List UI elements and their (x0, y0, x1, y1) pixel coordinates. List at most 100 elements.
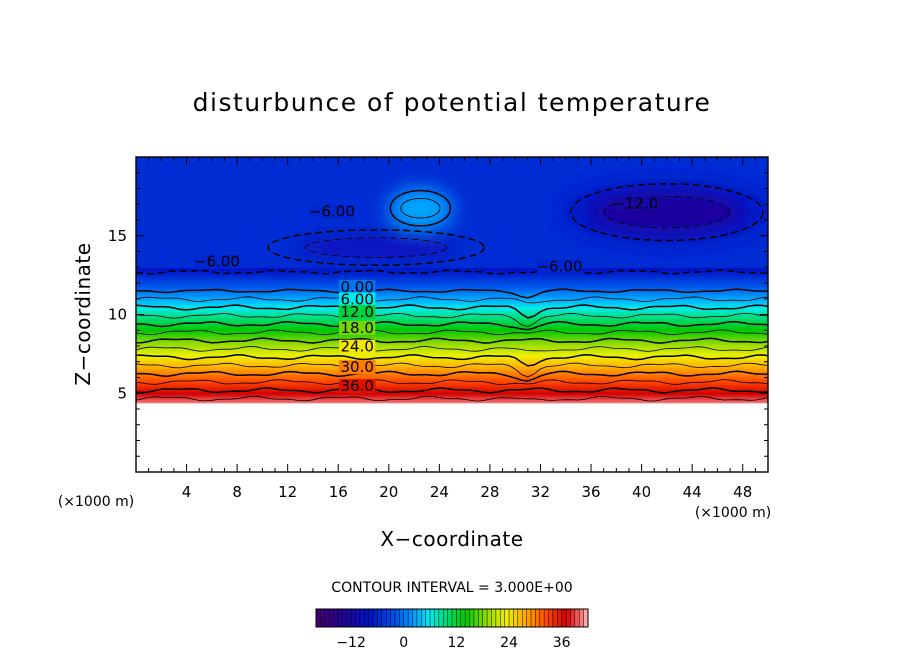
colorbar-swatch (557, 609, 563, 627)
x-tick-label: 16 (329, 483, 348, 501)
colorbar-swatch (408, 609, 413, 627)
x-tick-label: 4 (182, 483, 192, 501)
x-tick-label: 8 (232, 483, 242, 501)
contour-label-bg (339, 339, 376, 354)
x-tick-label: 32 (531, 483, 550, 501)
contour-interval-note: CONTOUR INTERVAL = 3.000E+00 (331, 580, 572, 596)
colorbar: −12 0 12 24 36 (315, 608, 589, 651)
colorbar-swatch (447, 609, 453, 627)
colorbar-swatch (403, 609, 409, 627)
colorbar-swatch (478, 609, 484, 627)
colorbar-swatch (346, 609, 352, 627)
colorbar-swatch (544, 609, 549, 627)
colorbar-swatch (452, 609, 457, 627)
colorbar-swatch (509, 609, 514, 627)
contour-label: 6.00 (340, 290, 373, 308)
colorbar-swatch (421, 609, 427, 627)
contour-line (136, 329, 768, 336)
colorbar-swatch (373, 609, 378, 627)
colorbar-swatch (469, 609, 475, 627)
colorbar-swatch (456, 609, 462, 627)
contour-line (136, 379, 768, 385)
colorbar-swatch (473, 609, 479, 627)
colorbar-swatch (430, 609, 435, 627)
colorbar-swatch (552, 609, 558, 627)
color-field (136, 157, 768, 404)
colorbar-swatch (495, 609, 501, 627)
colorbar-swatch (333, 609, 339, 627)
colorbar-swatch (351, 609, 356, 627)
contour-line (136, 296, 768, 304)
colorbar-swatch (342, 609, 348, 627)
colorbar-swatch (491, 609, 497, 627)
contour-label-bg (339, 305, 376, 320)
contour-line (136, 353, 768, 367)
colorbar-swatch (381, 609, 387, 627)
anomaly-fill (256, 179, 768, 269)
colorbar-swatch (566, 609, 571, 627)
contour-label: 36.0 (340, 377, 373, 395)
x-tick-label: 48 (733, 483, 752, 501)
contour-line (305, 237, 448, 258)
contour-label: −6.00 (536, 257, 582, 275)
y-tick-label: 5 (117, 384, 127, 402)
colorbar-swatch (561, 609, 567, 627)
colorbar-swatch (399, 609, 405, 627)
x-axis: 4 8 12 16 20 24 28 32 36 40 44 48 (148, 157, 756, 501)
colorbar-swatch (548, 609, 554, 627)
contour-line (570, 183, 764, 242)
contour-label-bg (339, 379, 376, 394)
colorbar-swatch (434, 609, 440, 627)
colorbar-swatch (368, 609, 374, 627)
x-tick-label: 12 (278, 483, 297, 501)
colorbar-swatch (316, 609, 321, 627)
y-axis-label: Z−coordinate (71, 242, 95, 385)
colorbar-swatch (517, 609, 523, 627)
contour-line (136, 320, 768, 331)
colorbar-tick-label: −12 (336, 635, 366, 651)
colorbar-swatch (416, 609, 422, 627)
colorbar-swatch (337, 609, 343, 627)
colorbar-swatch (394, 609, 400, 627)
colorbar-swatch (487, 609, 492, 627)
contour-label: 18.0 (340, 319, 373, 337)
y-tick-label: 10 (108, 306, 127, 324)
colorbar-tick-label: 36 (553, 635, 571, 651)
colorbar-swatch (359, 609, 365, 627)
contour-label: −12.0 (612, 194, 658, 212)
colorbar-tick-label: 12 (447, 635, 465, 651)
contour-line (136, 370, 768, 382)
colorbar-swatch (513, 609, 519, 627)
chart-title: disturbunce of potential temperature (193, 88, 712, 117)
x-tick-label: 24 (430, 483, 449, 501)
contour-line (136, 288, 768, 299)
contour-line (136, 312, 768, 328)
colorbar-swatch (460, 609, 466, 627)
contour-label-bg (339, 320, 376, 335)
contour-label: −6.00 (309, 202, 355, 220)
colorbar-swatch (535, 609, 541, 627)
contour-label-bg (194, 254, 240, 269)
colorbar-swatch (425, 609, 431, 627)
colorbar-swatch (539, 609, 545, 627)
contour-line (389, 189, 452, 227)
contour-line (267, 229, 485, 267)
colorbar-swatch (526, 609, 532, 627)
y-axis: 5 10 15 (108, 172, 768, 457)
colorbar-swatch (583, 609, 589, 627)
colorbar-swatch (386, 609, 391, 627)
contour-label: 12.0 (340, 303, 373, 321)
x-tick-label: 36 (581, 483, 600, 501)
colorbar-swatch (377, 609, 383, 627)
y-axis-unit: (×1000 m) (58, 494, 134, 510)
colorbar-swatch (443, 609, 449, 627)
colorbar-swatch (329, 609, 334, 627)
y-tick-label: 15 (108, 227, 127, 245)
colorbar-swatch (482, 609, 488, 627)
colorbar-tick-label: 0 (399, 635, 408, 651)
contour-label-bg (339, 279, 376, 294)
colorbar-swatch (574, 609, 580, 627)
x-tick-label: 28 (480, 483, 499, 501)
